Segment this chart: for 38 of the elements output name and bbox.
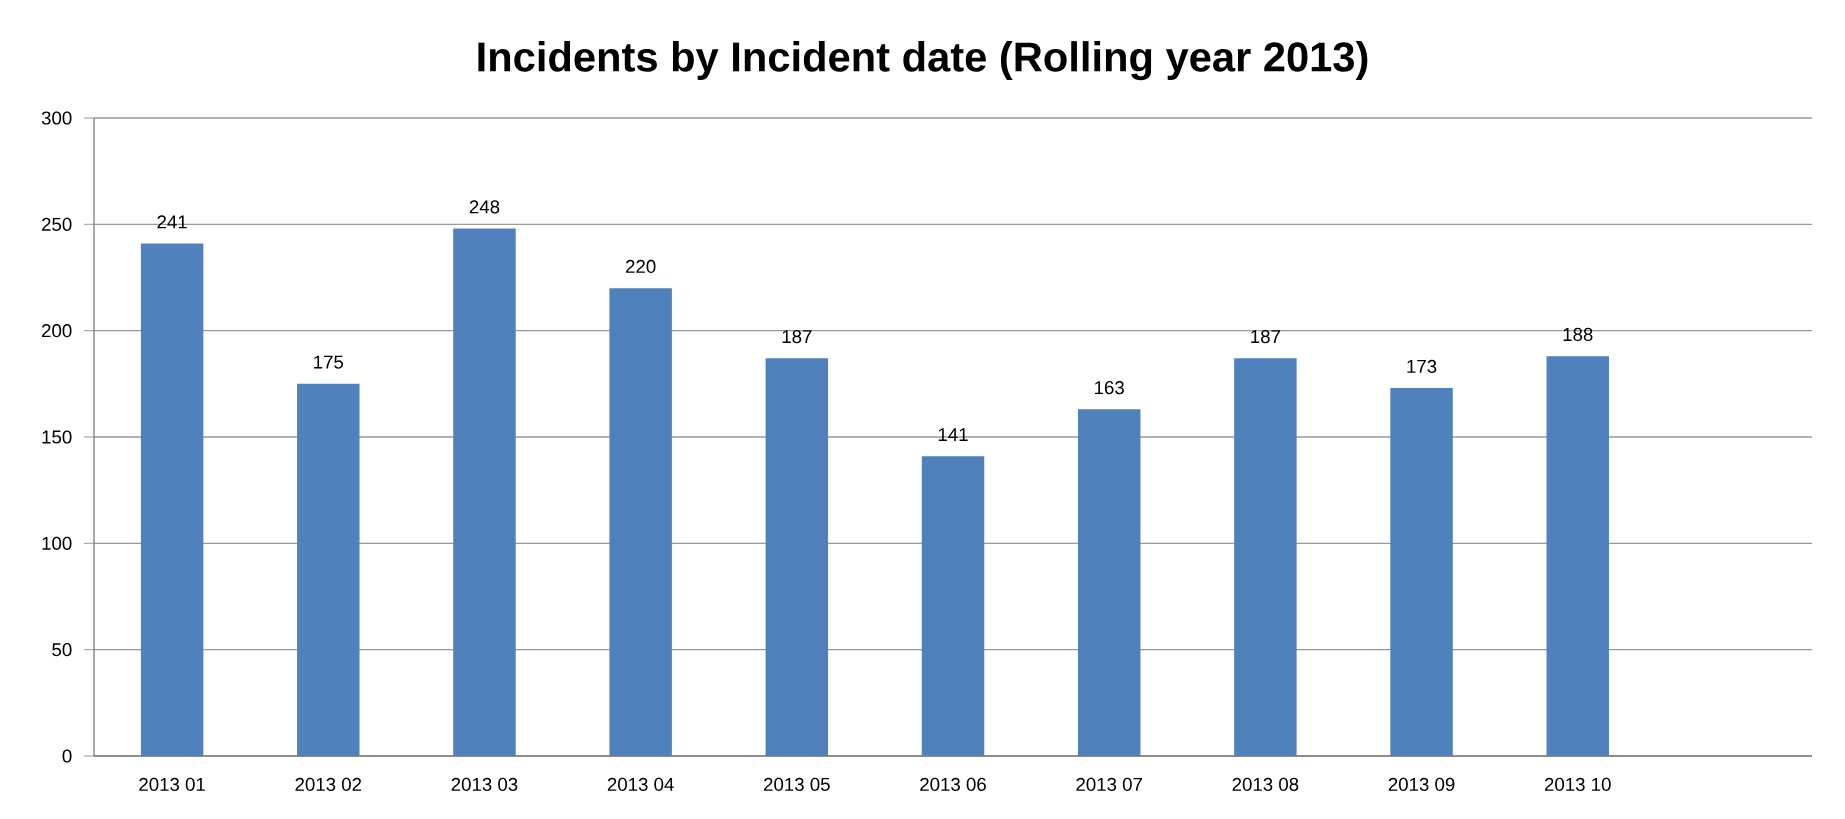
y-tick-label: 300	[41, 111, 72, 125]
data-label: 241	[157, 215, 187, 229]
data-label: 248	[469, 200, 500, 214]
chart-title: Incidents by Incident date (Rolling year 2013)	[478, 41, 1368, 81]
data-label: 141	[938, 428, 968, 442]
x-tick-label: 2013 01	[139, 777, 205, 791]
bar	[1390, 388, 1453, 756]
x-tick-label: 2013 10	[1544, 777, 1611, 791]
bar	[140, 243, 204, 756]
bar	[921, 456, 985, 756]
y-tick-label: 100	[42, 536, 72, 550]
bar	[453, 228, 516, 756]
data-label: 175	[314, 355, 344, 369]
y-tick-label: 200	[42, 324, 72, 338]
x-tick-label: 2013 08	[1232, 777, 1299, 791]
x-tick-label: 2013 03	[451, 777, 518, 791]
y-tick-label: 0	[62, 749, 72, 763]
bar	[1546, 356, 1609, 756]
y-tick-label: 50	[52, 643, 72, 657]
y-tick-label: 150	[42, 430, 72, 444]
x-tick-label: 2013 05	[764, 777, 830, 791]
data-label: 220	[626, 259, 656, 273]
data-label: 187	[782, 330, 812, 344]
data-label: 163	[1095, 381, 1124, 395]
y-tick-label: 250	[42, 217, 72, 231]
x-tick-label: 2013 04	[607, 777, 674, 791]
data-label: 187	[1251, 330, 1281, 344]
data-label: 188	[1563, 327, 1593, 342]
data-label: 173	[1407, 359, 1437, 373]
bar	[1077, 409, 1141, 756]
bar	[1234, 358, 1297, 756]
x-tick-label: 2013 02	[295, 777, 362, 791]
bar	[609, 288, 672, 756]
x-tick-label: 2013 07	[1076, 777, 1142, 791]
bar	[297, 383, 360, 756]
bar	[765, 358, 829, 756]
x-tick-label: 2013 06	[920, 777, 986, 791]
x-tick-label: 2013 09	[1388, 777, 1455, 791]
